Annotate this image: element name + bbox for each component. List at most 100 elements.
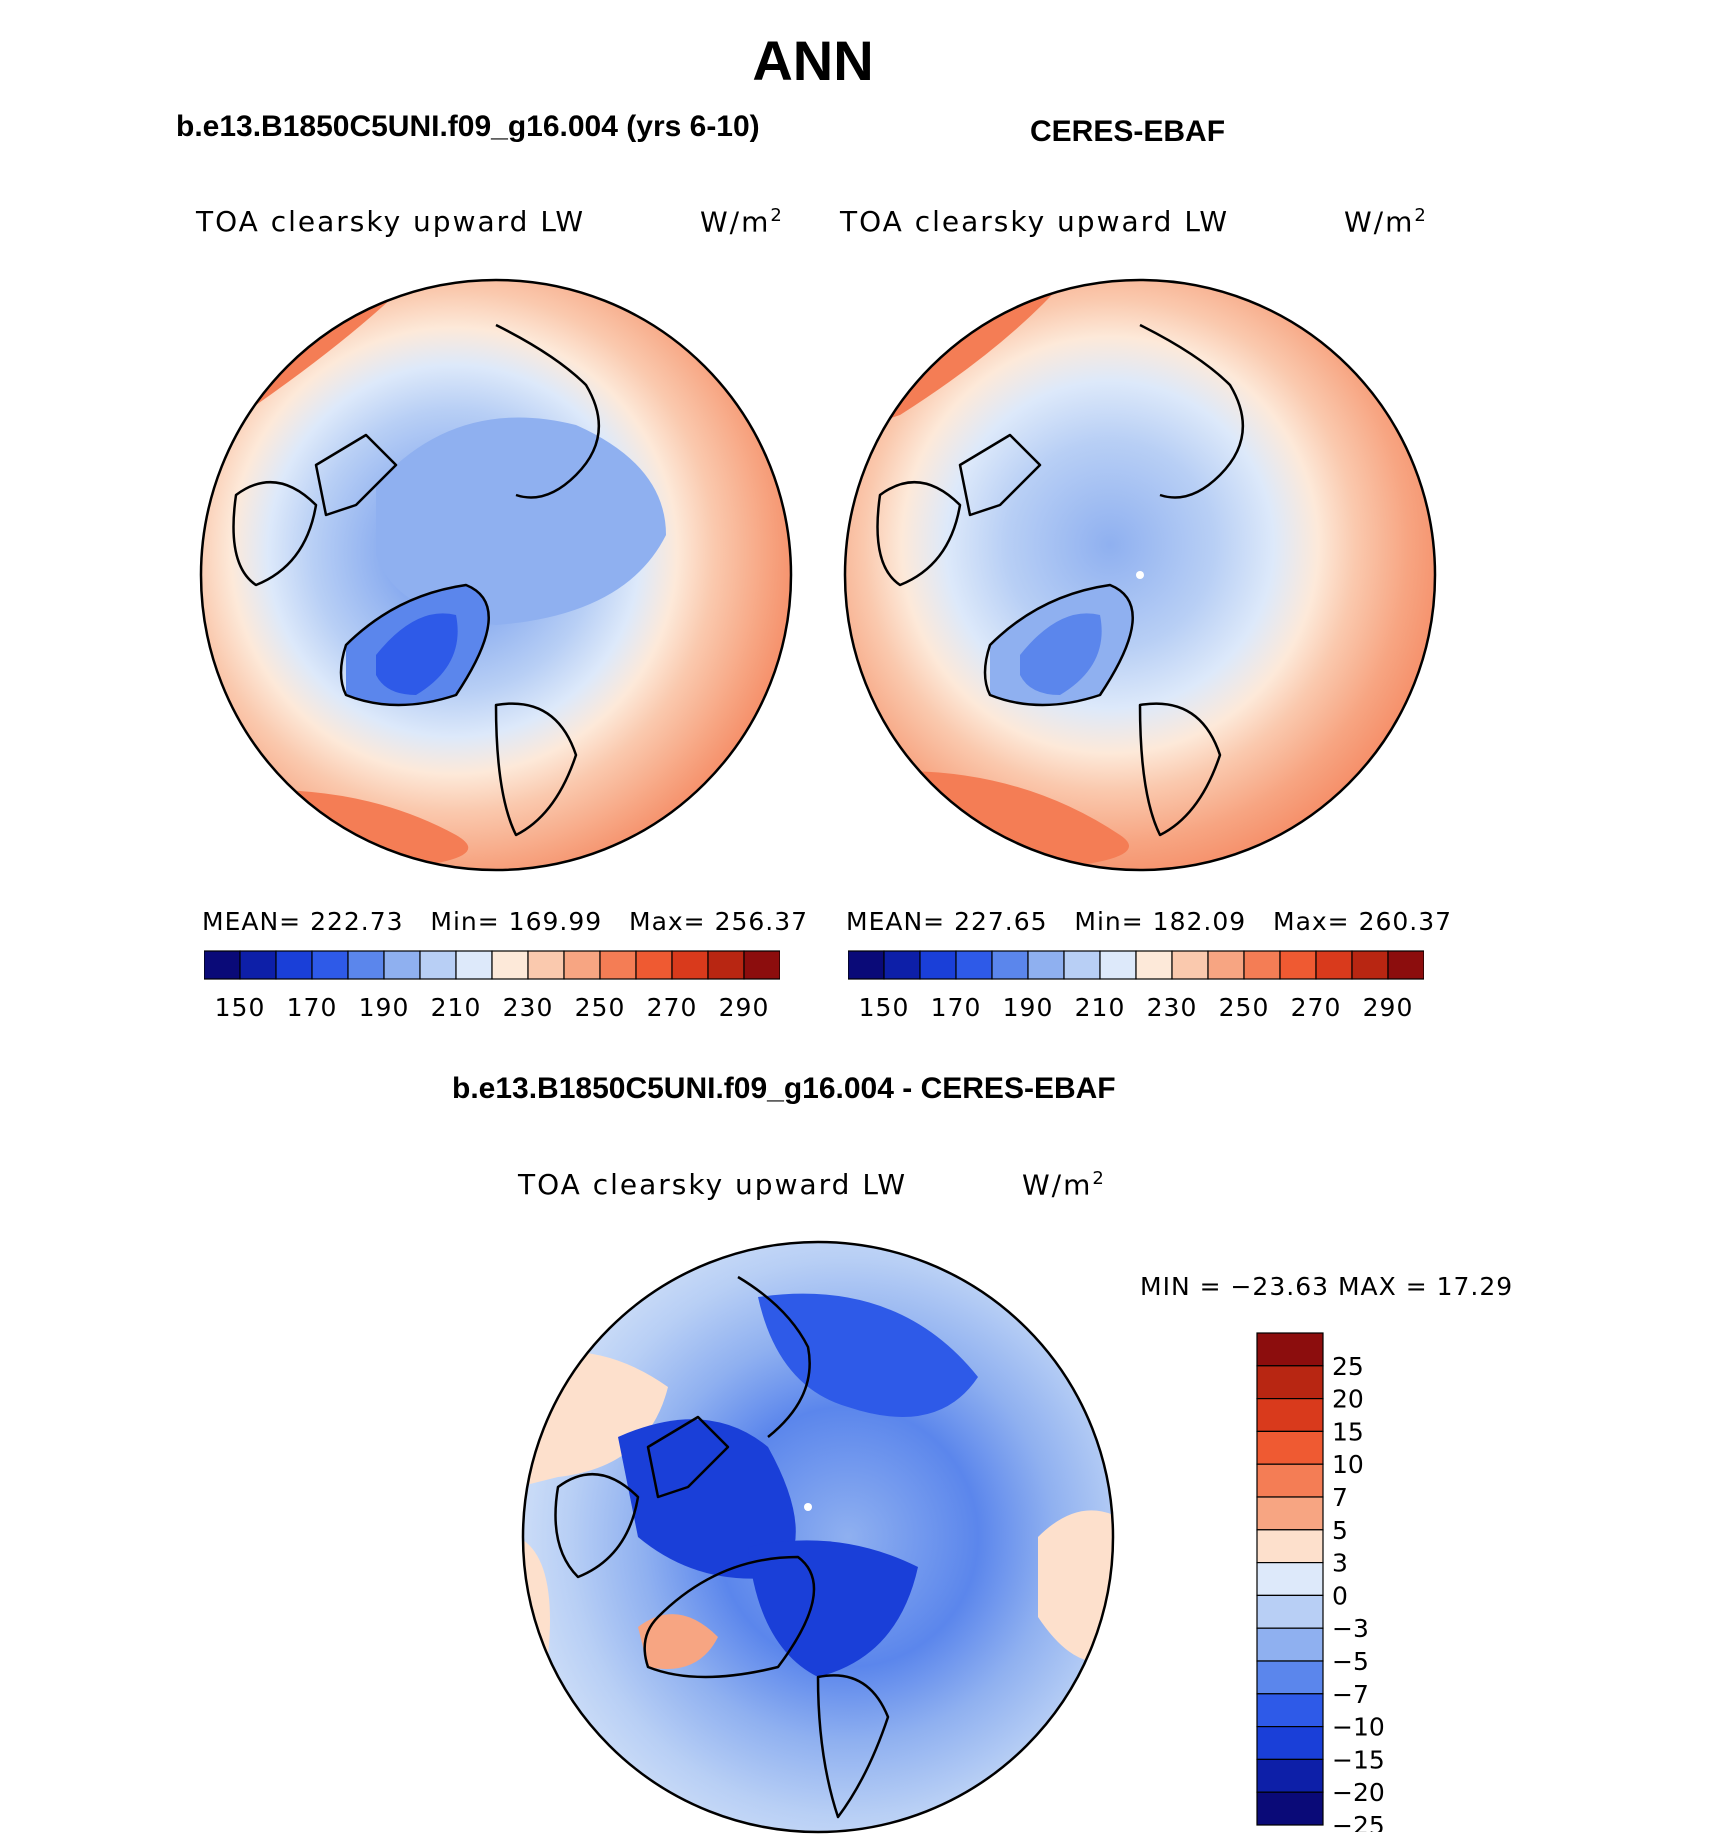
- model-colorbar: 150 170 190 210 230 250 270 290: [204, 950, 780, 1022]
- colorbar-level-label: 10: [1332, 1450, 1364, 1479]
- obs-polar-map: [843, 278, 1437, 872]
- coastline-arctic-islands: [314, 433, 398, 517]
- colorbar-box: [1256, 1693, 1324, 1728]
- colorbar-box: [1256, 1758, 1324, 1793]
- colorbar-level-label: 3: [1332, 1549, 1348, 1578]
- coastline-siberia: [495, 323, 601, 499]
- colorbar-box: [1256, 1365, 1324, 1400]
- colorbar-box: [563, 950, 601, 980]
- colorbar-tick-label: 210: [431, 993, 482, 1022]
- obs-units: W/m2: [1344, 205, 1428, 239]
- colorbar-tick-label: 170: [931, 993, 982, 1022]
- colorbar-box: [1256, 1463, 1324, 1498]
- model-stats: MEAN= 222.73 Min= 169.99 Max= 256.37: [202, 907, 809, 936]
- coastline-arctic-islands: [646, 1415, 730, 1499]
- colorbar-tick-label: 190: [359, 993, 410, 1022]
- colorbar-box: [1256, 1791, 1324, 1826]
- colorbar-level-label: 7: [1332, 1483, 1348, 1512]
- colorbar-box: [1063, 950, 1101, 980]
- diff-variable-label: TOA clearsky upward LW: [518, 1168, 908, 1201]
- colorbar-box: [1243, 950, 1281, 980]
- colorbar-box: [1256, 1660, 1324, 1695]
- colorbar-box: [1256, 1496, 1324, 1531]
- colorbar-level-label: −7: [1332, 1680, 1369, 1709]
- model-map-border: [199, 278, 793, 872]
- colorbar-box: [275, 950, 313, 980]
- colorbar-level-label: 25: [1332, 1352, 1364, 1381]
- colorbar-level-label: −15: [1332, 1745, 1385, 1774]
- pole-marker: [1136, 571, 1144, 579]
- obs-variable-label: TOA clearsky upward LW: [840, 205, 1230, 238]
- obs-case-title: CERES-EBAF: [1030, 115, 1226, 148]
- colorbar-tick-label: 270: [1291, 993, 1342, 1022]
- coastline-greenland: [339, 583, 490, 707]
- colorbar-level-label: 0: [1332, 1581, 1348, 1610]
- model-cold-region: [376, 417, 666, 625]
- colorbar-box: [1207, 950, 1245, 980]
- colorbar-level-label: 5: [1332, 1516, 1348, 1545]
- colorbar-box: [1256, 1627, 1324, 1662]
- coastline-siberia: [737, 1275, 811, 1438]
- colorbar-tick-label: 150: [859, 993, 910, 1022]
- colorbar-box: [743, 950, 780, 980]
- colorbar-box: [1256, 1397, 1324, 1432]
- colorbar-box: [1256, 1529, 1324, 1564]
- colorbar-box: [527, 950, 565, 980]
- colorbar-tick-label: 210: [1075, 993, 1126, 1022]
- colorbar-tick-label: 190: [1003, 993, 1054, 1022]
- colorbar-box: [239, 950, 277, 980]
- colorbar-box: [491, 950, 529, 980]
- colorbar-tick-label: 290: [1363, 993, 1414, 1022]
- colorbar-level-label: −10: [1332, 1713, 1385, 1742]
- model-variable-label: TOA clearsky upward LW: [196, 205, 586, 238]
- colorbar-box: [311, 950, 349, 980]
- colorbar-tick-label: 250: [575, 993, 626, 1022]
- colorbar-box: [848, 950, 885, 980]
- colorbar-box: [1279, 950, 1317, 980]
- diff-positive-region: [1038, 1510, 1113, 1662]
- colorbar-level-label: −5: [1332, 1647, 1369, 1676]
- colorbar-level-label: −25: [1332, 1811, 1385, 1832]
- model-polar-map: [199, 278, 793, 872]
- colorbar-box: [1256, 1594, 1324, 1629]
- colorbar-tick-label: 150: [215, 993, 266, 1022]
- colorbar-box: [707, 950, 745, 980]
- colorbar-level-label: −3: [1332, 1614, 1369, 1643]
- colorbar-box: [1135, 950, 1173, 980]
- colorbar-level-label: 15: [1332, 1417, 1364, 1446]
- model-case-title: b.e13.B1850C5UNI.f09_g16.004 (yrs 6-10): [176, 110, 760, 143]
- colorbar-box: [919, 950, 957, 980]
- diff-colorbar: 25 20 15 10 7 5 3 0 −3 −5 −7 −10 −15 −20 −25: [1256, 1332, 1385, 1832]
- diff-negative-region: [618, 1419, 796, 1579]
- colorbar-box: [955, 950, 993, 980]
- diff-units: W/m2: [1022, 1168, 1106, 1202]
- obs-map-border: [843, 278, 1437, 872]
- colorbar-box: [455, 950, 493, 980]
- colorbar-box: [671, 950, 709, 980]
- colorbar-tick-label: 230: [503, 993, 554, 1022]
- obs-colorbar: 150 170 190 210 230 250 270 290: [848, 950, 1424, 1022]
- coastline-arctic-islands: [958, 433, 1042, 517]
- colorbar-box: [1256, 1562, 1324, 1597]
- diff-positive-region: [638, 1614, 718, 1669]
- colorbar-level-label: −20: [1332, 1778, 1385, 1807]
- page-title: ANN: [752, 29, 874, 92]
- colorbar-tick-label: 250: [1219, 993, 1270, 1022]
- diff-stats: MIN = −23.63 MAX = 17.29: [1140, 1272, 1514, 1301]
- greenland-core-region: [376, 613, 458, 695]
- diff-map-border: [521, 1240, 1115, 1834]
- colorbar-box: [1099, 950, 1137, 980]
- colorbar-box: [419, 950, 457, 980]
- coastline-scandinavia: [816, 1674, 890, 1819]
- colorbar-box: [991, 950, 1029, 980]
- diff-case-title: b.e13.B1850C5UNI.f09_g16.004 - CERES-EBA…: [452, 1072, 1116, 1105]
- obs-stats: MEAN= 227.65 Min= 182.09 Max= 260.37: [846, 907, 1453, 936]
- colorbar-box: [1171, 950, 1209, 980]
- colorbar-box: [599, 950, 637, 980]
- colorbar-box: [1256, 1726, 1324, 1761]
- colorbar-box: [383, 950, 421, 980]
- greenland-core-region: [1020, 613, 1102, 695]
- diff-polar-map: [521, 1240, 1115, 1834]
- colorbar-box: [1351, 950, 1389, 980]
- colorbar-box: [883, 950, 921, 980]
